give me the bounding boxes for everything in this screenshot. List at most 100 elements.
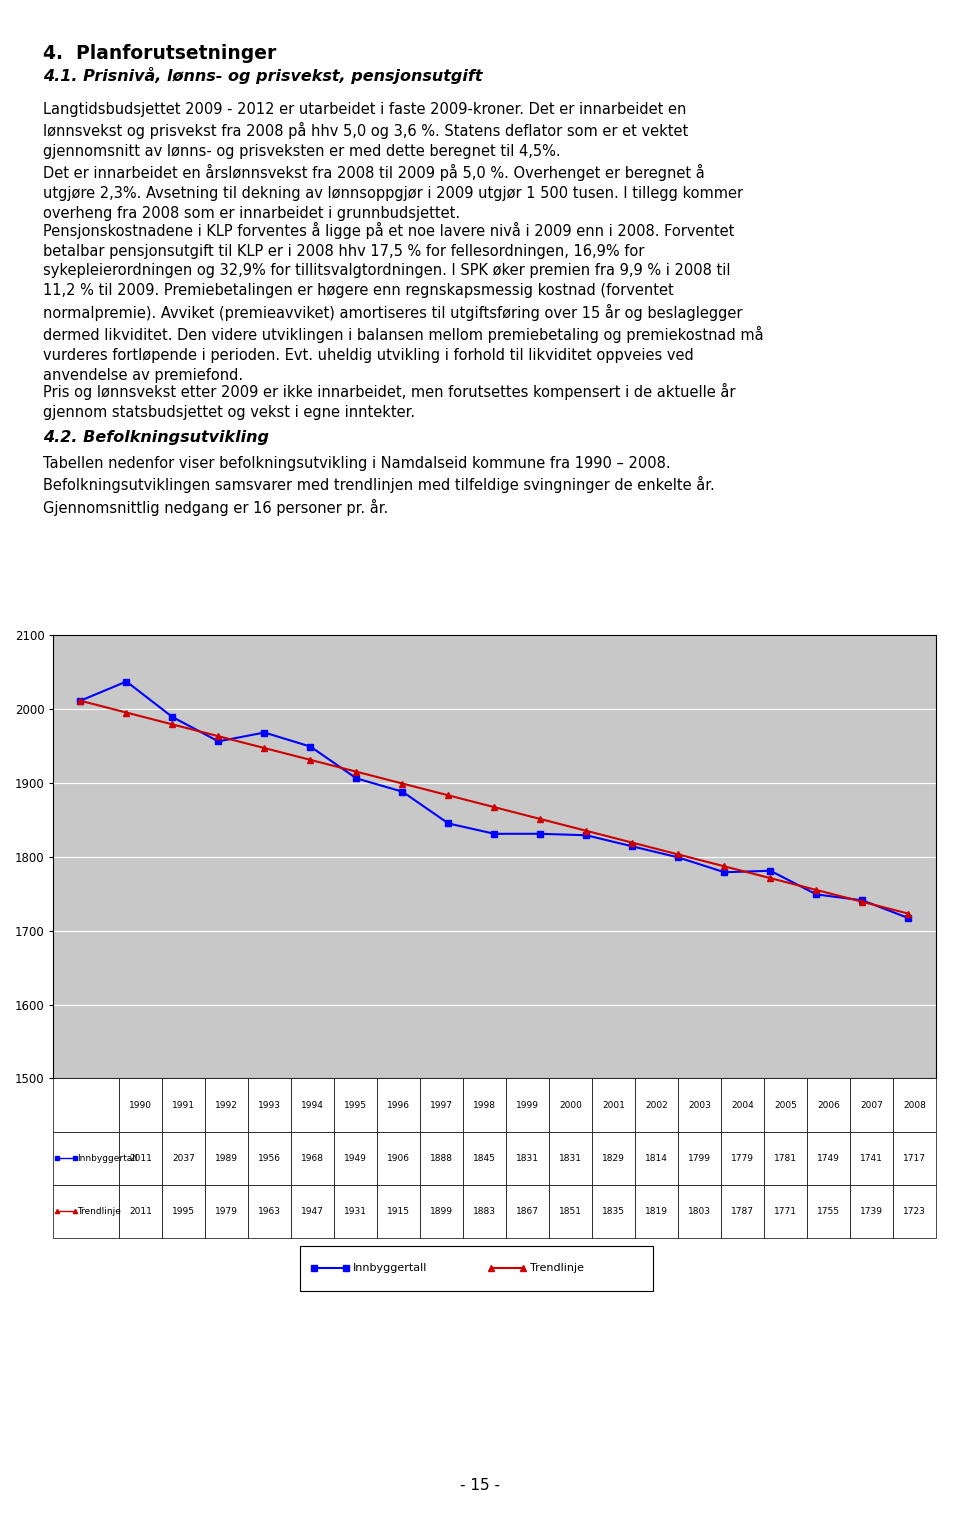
Bar bbox=[850, 1078, 893, 1132]
Bar bbox=[291, 1185, 334, 1238]
Bar bbox=[592, 1185, 635, 1238]
Text: 1993: 1993 bbox=[258, 1101, 281, 1109]
Text: 1771: 1771 bbox=[774, 1208, 797, 1215]
Text: 1787: 1787 bbox=[731, 1208, 754, 1215]
Text: 1992: 1992 bbox=[215, 1101, 238, 1109]
Bar bbox=[549, 1185, 592, 1238]
Text: 1999: 1999 bbox=[516, 1101, 539, 1109]
Bar bbox=[807, 1078, 850, 1132]
Text: 1931: 1931 bbox=[344, 1208, 367, 1215]
Bar bbox=[506, 1132, 549, 1185]
Text: Pris og lønnsvekst etter 2009 er ikke innarbeidet, men forutsettes kompensert i : Pris og lønnsvekst etter 2009 er ikke in… bbox=[43, 383, 735, 419]
Text: 1899: 1899 bbox=[430, 1208, 453, 1215]
Text: 1781: 1781 bbox=[774, 1154, 797, 1162]
Bar bbox=[463, 1132, 506, 1185]
Bar bbox=[893, 1132, 936, 1185]
Text: Langtidsbudsjettet 2009 - 2012 er utarbeidet i faste 2009-kroner. Det er innarbe: Langtidsbudsjettet 2009 - 2012 er utarbe… bbox=[43, 102, 688, 159]
Bar bbox=[53, 1078, 119, 1132]
Text: 1956: 1956 bbox=[258, 1154, 281, 1162]
Text: Pensjonskostnadene i KLP forventes å ligge på et noe lavere nivå i 2009 enn i 20: Pensjonskostnadene i KLP forventes å lig… bbox=[43, 222, 764, 383]
Bar bbox=[119, 1132, 162, 1185]
Bar bbox=[377, 1185, 420, 1238]
Text: 1997: 1997 bbox=[430, 1101, 453, 1109]
Bar bbox=[807, 1185, 850, 1238]
Text: 1963: 1963 bbox=[258, 1208, 281, 1215]
Bar bbox=[53, 1132, 119, 1185]
Bar bbox=[377, 1132, 420, 1185]
Bar bbox=[463, 1078, 506, 1132]
Bar bbox=[463, 1185, 506, 1238]
Text: 1906: 1906 bbox=[387, 1154, 410, 1162]
Bar bbox=[592, 1078, 635, 1132]
Text: 1835: 1835 bbox=[602, 1208, 625, 1215]
Text: 1998: 1998 bbox=[473, 1101, 496, 1109]
Text: 1915: 1915 bbox=[387, 1208, 410, 1215]
Text: Trendlinje: Trendlinje bbox=[78, 1208, 121, 1215]
Text: 1867: 1867 bbox=[516, 1208, 539, 1215]
Text: 1851: 1851 bbox=[559, 1208, 582, 1215]
Bar bbox=[248, 1078, 291, 1132]
Text: 1883: 1883 bbox=[473, 1208, 496, 1215]
Text: 2011: 2011 bbox=[129, 1208, 152, 1215]
Text: 1717: 1717 bbox=[903, 1154, 926, 1162]
Bar bbox=[678, 1132, 721, 1185]
Text: 1814: 1814 bbox=[645, 1154, 668, 1162]
Text: Det er innarbeidet en årslønnsvekst fra 2008 til 2009 på 5,0 %. Overhenget er be: Det er innarbeidet en årslønnsvekst fra … bbox=[43, 164, 743, 220]
Text: 1749: 1749 bbox=[817, 1154, 840, 1162]
Text: 1996: 1996 bbox=[387, 1101, 410, 1109]
Text: - 15 -: - 15 - bbox=[460, 1478, 500, 1493]
Bar bbox=[53, 1185, 119, 1238]
Text: 2037: 2037 bbox=[172, 1154, 195, 1162]
Text: 1994: 1994 bbox=[301, 1101, 324, 1109]
Text: 2004: 2004 bbox=[732, 1101, 754, 1109]
Bar bbox=[850, 1132, 893, 1185]
Text: 1979: 1979 bbox=[215, 1208, 238, 1215]
Text: 1990: 1990 bbox=[129, 1101, 152, 1109]
Bar bbox=[420, 1132, 463, 1185]
Text: 4.2. Befolkningsutvikling: 4.2. Befolkningsutvikling bbox=[43, 430, 269, 445]
Text: 1829: 1829 bbox=[602, 1154, 625, 1162]
Bar bbox=[334, 1132, 377, 1185]
Text: Innbyggertall: Innbyggertall bbox=[78, 1154, 138, 1162]
Bar bbox=[205, 1185, 248, 1238]
Text: 1995: 1995 bbox=[344, 1101, 367, 1109]
Text: 2011: 2011 bbox=[129, 1154, 152, 1162]
Bar bbox=[334, 1078, 377, 1132]
Text: 1831: 1831 bbox=[559, 1154, 582, 1162]
Text: 1819: 1819 bbox=[645, 1208, 668, 1215]
Bar bbox=[549, 1078, 592, 1132]
Text: 1845: 1845 bbox=[473, 1154, 496, 1162]
Bar bbox=[119, 1185, 162, 1238]
Text: 1723: 1723 bbox=[903, 1208, 926, 1215]
Text: 4.1. Prisnivå, lønns- og prisvekst, pensjonsutgift: 4.1. Prisnivå, lønns- og prisvekst, pens… bbox=[43, 67, 483, 84]
Bar bbox=[506, 1078, 549, 1132]
Bar bbox=[420, 1185, 463, 1238]
Text: Trendlinje: Trendlinje bbox=[530, 1264, 584, 1273]
Text: 2002: 2002 bbox=[645, 1101, 668, 1109]
Bar bbox=[678, 1185, 721, 1238]
Text: 2007: 2007 bbox=[860, 1101, 883, 1109]
Text: 1799: 1799 bbox=[688, 1154, 711, 1162]
Bar bbox=[291, 1132, 334, 1185]
Bar bbox=[291, 1078, 334, 1132]
Bar bbox=[807, 1132, 850, 1185]
Bar bbox=[635, 1185, 678, 1238]
Bar bbox=[506, 1185, 549, 1238]
Bar bbox=[119, 1078, 162, 1132]
Text: 1888: 1888 bbox=[430, 1154, 453, 1162]
Text: 1831: 1831 bbox=[516, 1154, 539, 1162]
Text: 2006: 2006 bbox=[817, 1101, 840, 1109]
Text: 2001: 2001 bbox=[602, 1101, 625, 1109]
Bar bbox=[592, 1132, 635, 1185]
Bar bbox=[162, 1185, 205, 1238]
Bar bbox=[893, 1185, 936, 1238]
Bar bbox=[893, 1078, 936, 1132]
Bar bbox=[764, 1132, 807, 1185]
Bar bbox=[248, 1185, 291, 1238]
Text: 1803: 1803 bbox=[688, 1208, 711, 1215]
Bar bbox=[850, 1185, 893, 1238]
Text: 1947: 1947 bbox=[301, 1208, 324, 1215]
Bar bbox=[635, 1078, 678, 1132]
Text: 2000: 2000 bbox=[559, 1101, 582, 1109]
Text: Innbyggertall: Innbyggertall bbox=[353, 1264, 427, 1273]
